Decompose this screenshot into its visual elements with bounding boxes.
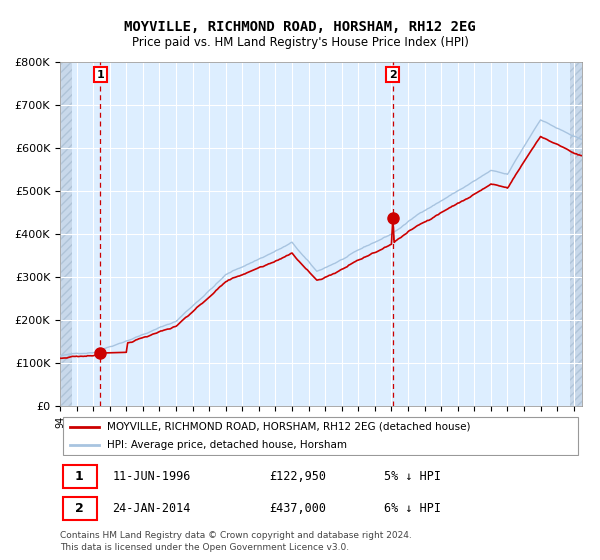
- FancyBboxPatch shape: [62, 417, 578, 455]
- Text: £122,950: £122,950: [269, 470, 326, 483]
- Text: 2: 2: [389, 69, 397, 80]
- Text: 24-JAN-2014: 24-JAN-2014: [112, 502, 191, 515]
- FancyBboxPatch shape: [62, 465, 97, 488]
- Text: Price paid vs. HM Land Registry's House Price Index (HPI): Price paid vs. HM Land Registry's House …: [131, 36, 469, 49]
- Text: 6% ↓ HPI: 6% ↓ HPI: [383, 502, 440, 515]
- Text: 5% ↓ HPI: 5% ↓ HPI: [383, 470, 440, 483]
- Bar: [569, 62, 582, 406]
- Text: MOYVILLE, RICHMOND ROAD, HORSHAM, RH12 2EG (detached house): MOYVILLE, RICHMOND ROAD, HORSHAM, RH12 2…: [107, 422, 470, 432]
- Text: Contains HM Land Registry data © Crown copyright and database right 2024.: Contains HM Land Registry data © Crown c…: [60, 531, 412, 540]
- Text: MOYVILLE, RICHMOND ROAD, HORSHAM, RH12 2EG: MOYVILLE, RICHMOND ROAD, HORSHAM, RH12 2…: [124, 20, 476, 34]
- Bar: [60, 62, 73, 406]
- FancyBboxPatch shape: [62, 497, 97, 520]
- Text: 11-JUN-1996: 11-JUN-1996: [112, 470, 191, 483]
- Text: 1: 1: [97, 69, 104, 80]
- Text: HPI: Average price, detached house, Horsham: HPI: Average price, detached house, Hors…: [107, 440, 347, 450]
- Text: 2: 2: [75, 502, 83, 515]
- Text: £437,000: £437,000: [269, 502, 326, 515]
- Text: This data is licensed under the Open Government Licence v3.0.: This data is licensed under the Open Gov…: [60, 543, 349, 552]
- Text: 1: 1: [75, 470, 83, 483]
